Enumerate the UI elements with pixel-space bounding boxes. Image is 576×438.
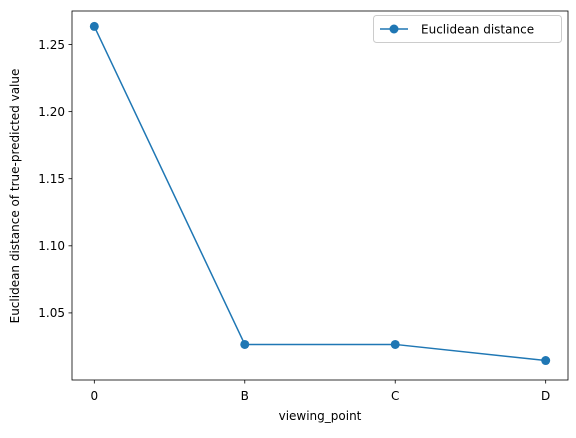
y-axis: 1.05 1.10 1.15 1.20 1.25	[38, 38, 72, 320]
y-axis-label: Euclidean distance of true-predicted val…	[8, 69, 22, 324]
x-axis-label: viewing_point	[279, 409, 362, 423]
y-tick-label: 1.20	[38, 105, 65, 119]
x-axis: 0 B C D	[90, 380, 550, 403]
x-tick-label: D	[541, 389, 550, 403]
y-tick-label: 1.05	[38, 306, 65, 320]
y-tick-label: 1.10	[38, 239, 65, 253]
data-point	[90, 22, 99, 31]
y-tick-label: 1.25	[38, 38, 65, 52]
legend-label: Euclidean distance	[421, 23, 534, 37]
x-tick-label: 0	[90, 389, 98, 403]
legend: Euclidean distance	[374, 16, 562, 43]
plot-area-background	[72, 11, 568, 380]
data-point	[391, 340, 400, 349]
y-tick-label: 1.15	[38, 172, 65, 186]
data-point	[240, 340, 249, 349]
legend-marker-swatch	[390, 25, 399, 34]
x-tick-label: B	[241, 389, 249, 403]
x-tick-label: C	[391, 389, 399, 403]
data-point	[541, 356, 550, 365]
